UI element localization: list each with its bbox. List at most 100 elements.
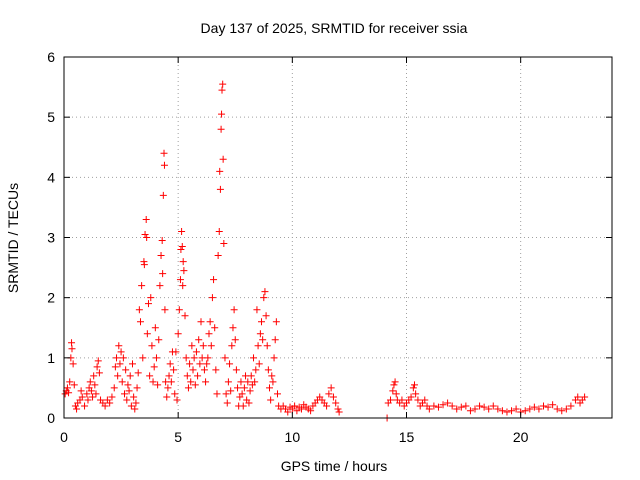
- data-point: [164, 384, 172, 392]
- data-point: [178, 243, 186, 251]
- data-point: [263, 342, 271, 350]
- data-point: [238, 390, 246, 398]
- data-point: [194, 372, 202, 380]
- data-point: [207, 342, 215, 350]
- data-point: [228, 342, 236, 350]
- data-point: [251, 378, 259, 386]
- data-point: [116, 360, 124, 368]
- data-point: [160, 161, 168, 169]
- data-points: [61, 80, 589, 422]
- data-point: [260, 294, 268, 302]
- data-point: [159, 270, 167, 278]
- data-point: [65, 389, 73, 397]
- data-point: [268, 372, 276, 380]
- data-point: [230, 306, 238, 314]
- data-point: [448, 402, 456, 410]
- data-point: [462, 402, 470, 410]
- data-point: [205, 330, 213, 338]
- data-point: [530, 403, 538, 411]
- data-point: [412, 390, 420, 398]
- data-point: [61, 390, 69, 398]
- data-point: [227, 387, 235, 395]
- data-point: [553, 405, 561, 413]
- data-point: [131, 405, 139, 413]
- data-point: [191, 381, 199, 389]
- data-point: [171, 390, 179, 398]
- axes: 0 1 2 3 4 5 6 0 5 10 15 20: [47, 49, 612, 445]
- data-point: [160, 149, 168, 157]
- data-point: [211, 324, 219, 332]
- data-point: [166, 360, 174, 368]
- data-point: [165, 372, 173, 380]
- data-point: [188, 342, 196, 350]
- data-point: [215, 227, 223, 235]
- data-point: [117, 348, 125, 356]
- data-point: [113, 354, 121, 362]
- data-point: [218, 86, 226, 94]
- data-point: [204, 354, 212, 362]
- data-point: [291, 402, 299, 410]
- data-point: [177, 246, 185, 254]
- data-point: [480, 403, 488, 411]
- data-point: [335, 408, 343, 416]
- data-point: [179, 282, 187, 290]
- data-point: [126, 372, 134, 380]
- data-point: [332, 399, 340, 407]
- data-point: [184, 384, 192, 392]
- data-point: [540, 402, 547, 410]
- data-point: [218, 110, 226, 118]
- data-point: [270, 354, 278, 362]
- data-point: [334, 405, 342, 413]
- data-point: [271, 336, 279, 344]
- data-point: [508, 407, 516, 415]
- data-point: [68, 339, 76, 347]
- data-point: [189, 366, 197, 374]
- data-point: [195, 336, 203, 344]
- data-point: [141, 230, 149, 238]
- data-point: [476, 402, 484, 410]
- data-point: [409, 384, 417, 392]
- data-point: [125, 387, 133, 395]
- data-point: [239, 402, 247, 410]
- data-point: [297, 405, 305, 413]
- data-point: [574, 393, 582, 401]
- data-point: [247, 372, 255, 380]
- data-point: [167, 378, 175, 386]
- data-point: [453, 405, 461, 413]
- data-point: [245, 399, 253, 407]
- x-tick-label: 5: [174, 429, 182, 445]
- data-point: [129, 360, 136, 368]
- data-point: [414, 396, 422, 404]
- data-point: [535, 405, 543, 413]
- data-point: [232, 366, 240, 374]
- data-point: [562, 405, 570, 413]
- data-point: [272, 318, 280, 326]
- y-tick-label: 4: [47, 169, 55, 185]
- data-point: [158, 237, 166, 245]
- data-point: [78, 393, 86, 401]
- data-point: [410, 381, 418, 389]
- data-point: [521, 407, 529, 415]
- data-point: [434, 403, 442, 411]
- data-point: [231, 336, 239, 344]
- data-point: [208, 294, 216, 302]
- data-point: [252, 366, 260, 374]
- data-point: [512, 405, 520, 413]
- data-point: [132, 399, 140, 407]
- data-point: [161, 306, 169, 314]
- data-point: [398, 396, 406, 404]
- data-point: [115, 342, 123, 350]
- data-point: [155, 336, 163, 344]
- y-tick-label: 6: [47, 49, 55, 65]
- data-point: [323, 402, 331, 410]
- data-point: [68, 345, 76, 353]
- data-point: [273, 390, 281, 398]
- data-point: [457, 403, 465, 411]
- data-point: [210, 276, 218, 284]
- data-point: [90, 372, 98, 380]
- data-point: [329, 393, 337, 401]
- data-point: [84, 396, 92, 404]
- data-point: [110, 384, 118, 392]
- data-point: [176, 276, 184, 284]
